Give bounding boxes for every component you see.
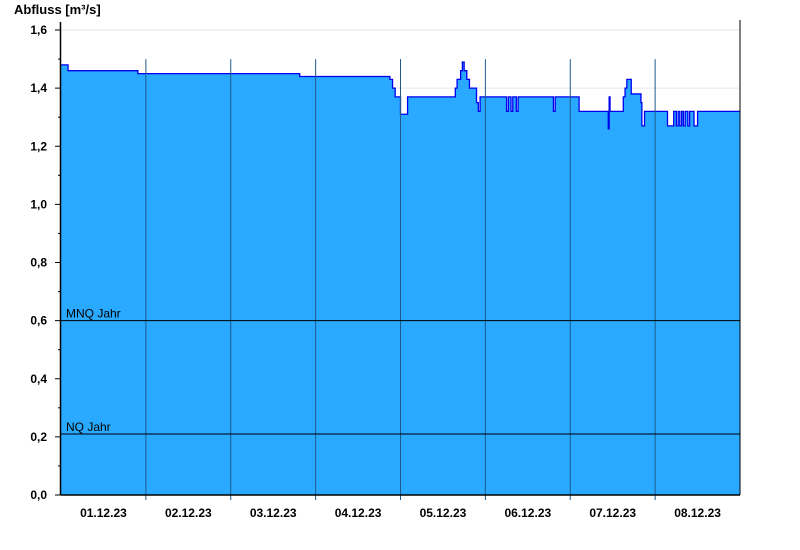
x-tick-label: 02.12.23 [165,506,212,520]
y-tick-label: 0,4 [30,372,47,386]
axes: 0,0 0,2 0,4 0,6 0,8 1,0 1,2 1,4 1,6 01.12.23 02.12… [30,20,741,520]
x-tick-label: 01.12.23 [80,506,127,520]
reference-line-label: MNQ Jahr [66,307,121,321]
discharge-line [61,61,740,130]
y-axis-label: Abfluss [m³/s] [14,2,101,17]
x-tick-label: 07.12.23 [589,506,636,520]
y-tick-label: 1,4 [30,81,47,95]
y-tick-label: 1,6 [30,23,47,37]
x-tick-label: 03.12.23 [250,506,297,520]
reference-lines: MNQ Jahr NQ Jahr [61,307,740,435]
y-tick-label: 0,6 [30,314,47,328]
y-tick-label: 0,2 [30,430,47,444]
reference-line-label: NQ Jahr [66,420,111,434]
x-tick-label: 05.12.23 [420,506,467,520]
y-tick-label: 0,0 [30,488,47,502]
x-tick-label: 04.12.23 [335,506,382,520]
day-lines [145,59,656,500]
x-tick-label: 06.12.23 [504,506,551,520]
y-tick-label: 1,2 [30,139,47,153]
y-tick-label: 0,8 [30,256,47,270]
x-tick-label: 08.12.23 [674,506,721,520]
y-tick-label: 1,0 [30,197,47,211]
